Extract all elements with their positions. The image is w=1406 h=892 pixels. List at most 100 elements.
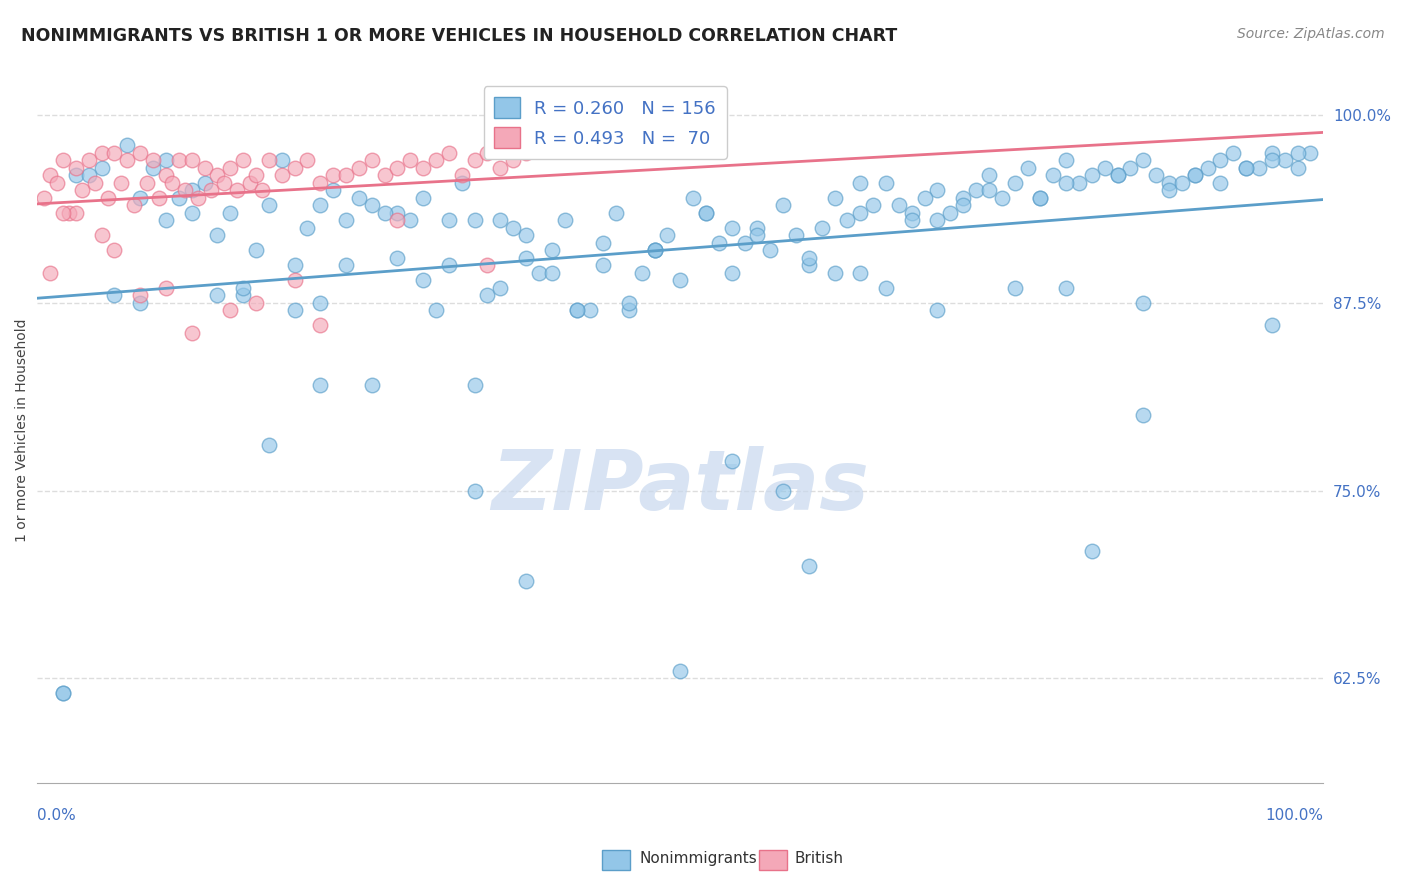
Point: [142, 161, 165, 175]
Point: [1067, 176, 1090, 190]
Point: [1004, 176, 1026, 190]
Point: [579, 303, 602, 318]
Point: [734, 235, 756, 250]
Point: [515, 574, 537, 588]
Point: [927, 303, 949, 318]
Point: [193, 161, 215, 175]
Point: [464, 213, 486, 227]
Point: [90, 228, 112, 243]
Point: [167, 153, 190, 167]
Point: [77, 168, 100, 182]
Point: [32, 191, 55, 205]
Point: [1157, 183, 1180, 197]
Point: [644, 243, 666, 257]
Point: [270, 153, 292, 167]
Point: [644, 243, 666, 257]
Point: [387, 213, 409, 227]
Point: [1171, 176, 1194, 190]
Point: [309, 318, 332, 333]
Point: [669, 273, 692, 287]
Point: [1029, 191, 1052, 205]
Point: [1261, 318, 1284, 333]
Point: [412, 161, 434, 175]
Point: [914, 191, 936, 205]
Point: [77, 153, 100, 167]
Point: [1132, 409, 1154, 423]
Point: [373, 205, 395, 219]
Point: [849, 266, 872, 280]
Point: [900, 205, 922, 219]
Point: [335, 213, 357, 227]
Point: [927, 213, 949, 227]
Point: [965, 183, 987, 197]
Point: [245, 243, 267, 257]
Point: [1132, 295, 1154, 310]
Point: [477, 145, 499, 160]
Point: [335, 258, 357, 272]
Point: [977, 168, 1000, 182]
Point: [797, 258, 820, 272]
Point: [567, 303, 589, 318]
Point: [52, 686, 75, 700]
Point: [245, 168, 267, 182]
Y-axis label: 1 or more Vehicles in Household: 1 or more Vehicles in Household: [15, 318, 30, 542]
Point: [862, 198, 884, 212]
Point: [207, 228, 229, 243]
Point: [425, 153, 447, 167]
Point: [117, 138, 139, 153]
Point: [360, 153, 382, 167]
Point: [1274, 153, 1296, 167]
Point: [135, 176, 157, 190]
Point: [540, 266, 562, 280]
Point: [952, 198, 974, 212]
Point: [90, 161, 112, 175]
Point: [180, 183, 202, 197]
Point: [1299, 145, 1322, 160]
Point: [592, 258, 614, 272]
Point: [387, 251, 409, 265]
Point: [155, 153, 177, 167]
Point: [360, 198, 382, 212]
Point: [283, 258, 305, 272]
Text: NONIMMIGRANTS VS BRITISH 1 OR MORE VEHICLES IN HOUSEHOLD CORRELATION CHART: NONIMMIGRANTS VS BRITISH 1 OR MORE VEHIC…: [21, 27, 897, 45]
Point: [1107, 168, 1129, 182]
Point: [489, 213, 512, 227]
Point: [952, 191, 974, 205]
Point: [450, 176, 472, 190]
Point: [1261, 145, 1284, 160]
Point: [39, 266, 62, 280]
Point: [464, 483, 486, 498]
Point: [540, 243, 562, 257]
Point: [515, 145, 537, 160]
Point: [174, 183, 197, 197]
Point: [309, 198, 332, 212]
Point: [245, 295, 267, 310]
Point: [219, 303, 242, 318]
Point: [695, 205, 717, 219]
Point: [887, 198, 910, 212]
Point: [1029, 191, 1052, 205]
Point: [617, 303, 640, 318]
Point: [257, 438, 280, 452]
Point: [849, 205, 872, 219]
Point: [180, 205, 202, 219]
Text: ZIPatlas: ZIPatlas: [491, 446, 869, 527]
Point: [84, 176, 107, 190]
Point: [129, 191, 152, 205]
Legend: R = 0.260   N = 156, R = 0.493   N =  70: R = 0.260 N = 156, R = 0.493 N = 70: [484, 87, 727, 159]
Point: [297, 153, 319, 167]
Text: British: British: [794, 851, 844, 865]
Point: [515, 228, 537, 243]
Point: [129, 145, 152, 160]
Point: [309, 378, 332, 392]
Point: [103, 288, 125, 302]
Point: [567, 303, 589, 318]
Point: [103, 145, 125, 160]
Point: [65, 205, 87, 219]
Point: [1004, 281, 1026, 295]
Point: [1222, 145, 1244, 160]
Point: [1132, 153, 1154, 167]
Point: [1286, 145, 1309, 160]
Text: 100.0%: 100.0%: [1265, 808, 1323, 823]
Text: 0.0%: 0.0%: [38, 808, 76, 823]
